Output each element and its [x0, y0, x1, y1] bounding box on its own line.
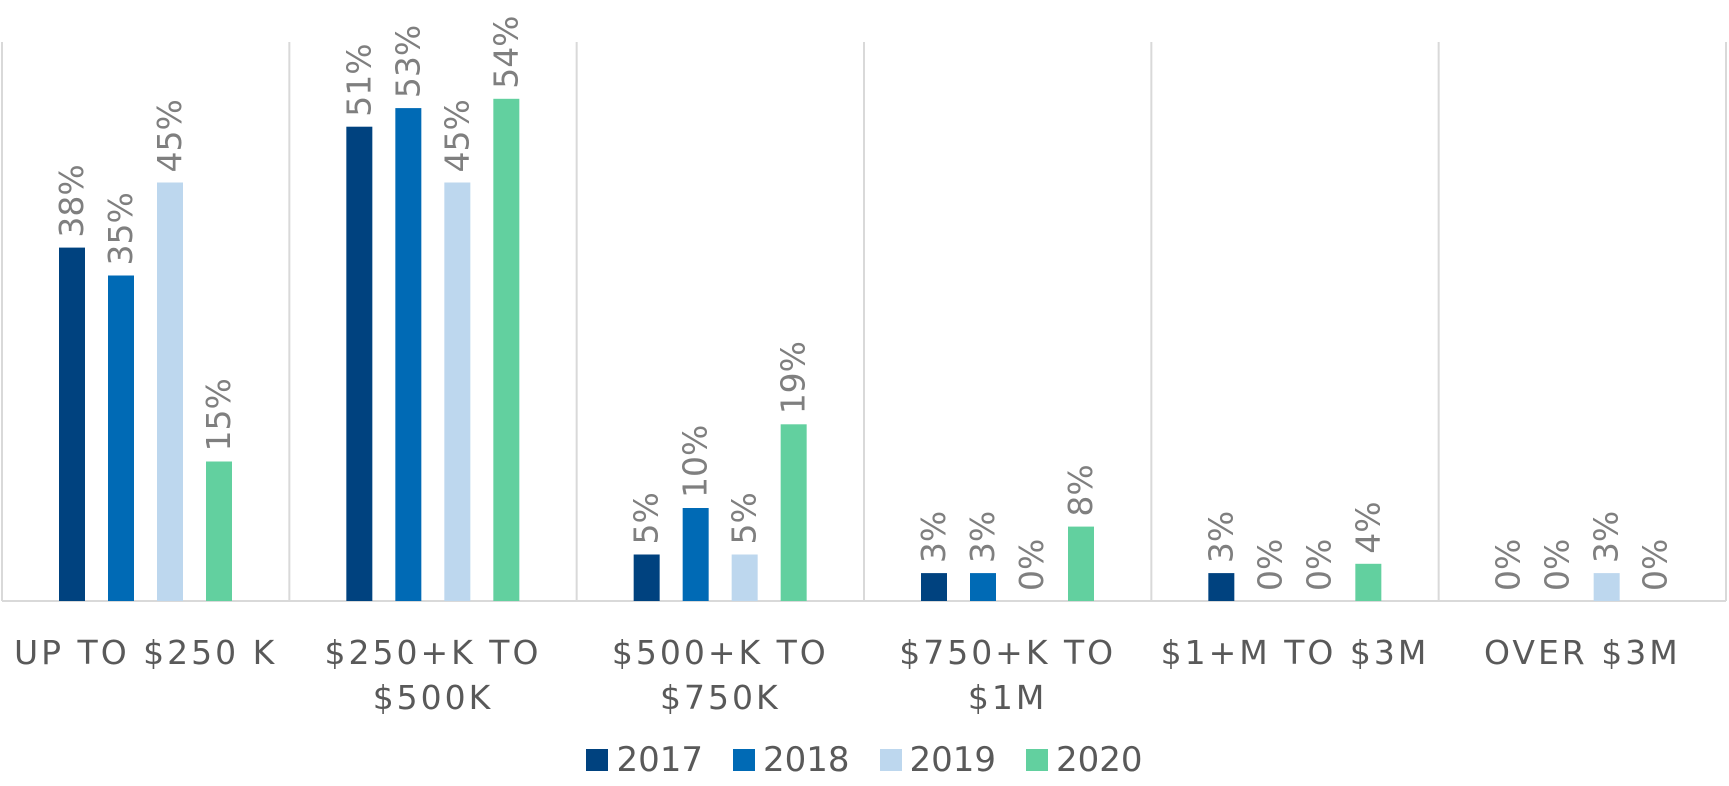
bar — [1355, 563, 1382, 601]
x-tick-label: $500+K TO $750K — [611, 633, 829, 717]
data-label: 0% — [1299, 539, 1338, 591]
bar — [1068, 526, 1094, 601]
x-tick-label: UP TO $250 K — [14, 633, 278, 672]
data-label: 53% — [388, 25, 427, 98]
data-label: 3% — [963, 511, 1002, 563]
data-label: 54% — [486, 15, 525, 88]
data-label: 45% — [150, 99, 189, 172]
bar — [633, 554, 660, 601]
legend-entry: 2019 — [879, 740, 997, 780]
bar — [780, 424, 807, 601]
legend-swatch — [879, 749, 902, 771]
bar — [1208, 573, 1235, 601]
data-label: 0% — [1250, 539, 1289, 591]
data-label: 35% — [101, 192, 140, 265]
data-label: 4% — [1348, 501, 1387, 553]
bar — [682, 508, 709, 601]
data-label: 3% — [1587, 511, 1626, 563]
data-label: 0% — [1489, 539, 1528, 591]
data-label: 15% — [199, 378, 238, 451]
data-label: 10% — [676, 425, 715, 498]
x-tick-label: $1+M TO $3M — [1160, 633, 1430, 672]
legend-entry: 2018 — [732, 740, 850, 780]
x-tick-label: OVER $3M — [1483, 633, 1681, 672]
data-label: 3% — [1201, 511, 1240, 563]
legend-label: 2017 — [616, 740, 703, 780]
bar — [731, 554, 758, 601]
data-label: 8% — [1061, 464, 1100, 516]
data-label: 45% — [437, 99, 476, 172]
bar — [921, 573, 947, 601]
bar — [493, 98, 520, 602]
bar — [395, 108, 422, 601]
x-tick-label: $250+K TO $500K — [324, 633, 542, 717]
bar — [206, 461, 232, 601]
legend-swatch — [1026, 749, 1049, 771]
data-label: 3% — [914, 511, 953, 563]
data-label: 5% — [725, 492, 764, 544]
data-label: 38% — [52, 164, 91, 237]
bar — [1593, 573, 1620, 601]
bar — [444, 182, 471, 601]
legend-swatch — [586, 749, 609, 771]
bar — [346, 126, 373, 601]
legend-swatch — [732, 749, 755, 771]
bar — [108, 275, 134, 601]
legend-label: 2020 — [1056, 740, 1143, 780]
data-label: 51% — [339, 43, 378, 116]
x-tick-label: $750+K TO $1M — [899, 633, 1117, 717]
legend-label: 2019 — [909, 740, 997, 780]
data-label: 0% — [1012, 539, 1051, 591]
data-label: 19% — [774, 341, 813, 414]
data-label: 0% — [1636, 539, 1675, 591]
legend-entry: 2020 — [1026, 740, 1143, 780]
data-label: 0% — [1538, 539, 1577, 591]
legend-label: 2018 — [762, 740, 850, 780]
data-label: 5% — [627, 492, 666, 544]
bar — [157, 182, 183, 601]
legend-entry: 2017 — [586, 740, 703, 780]
bar — [970, 573, 996, 601]
legend: 2017 2018 2019 2020 — [0, 740, 1729, 780]
bar — [59, 247, 85, 601]
